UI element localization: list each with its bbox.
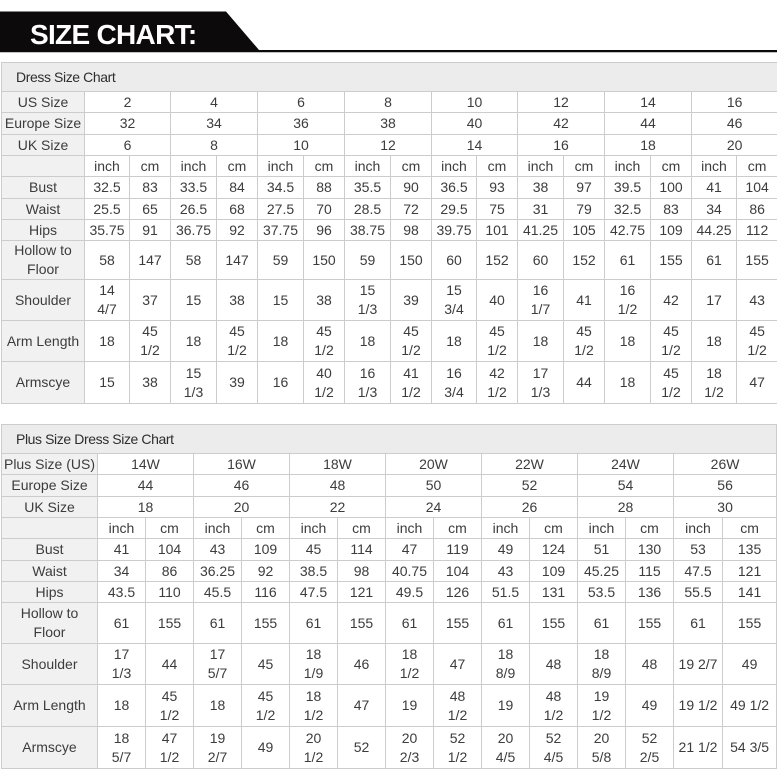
svg-text:SIZE CHART:: SIZE CHART: [30,19,197,50]
